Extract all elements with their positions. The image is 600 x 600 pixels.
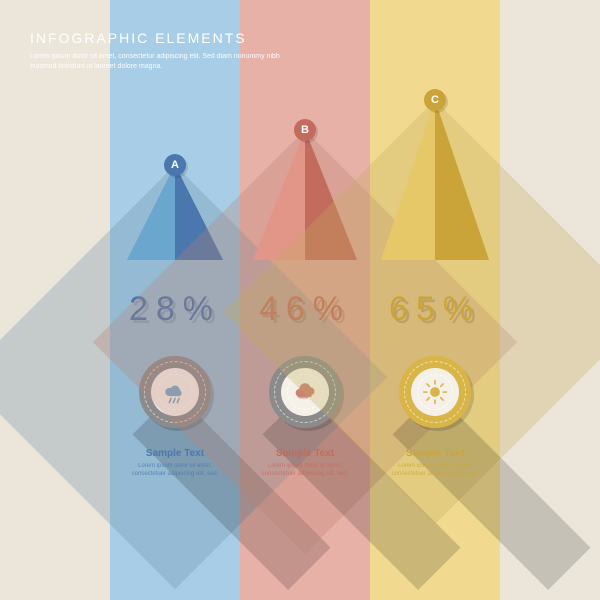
- sun-icon: [411, 368, 459, 416]
- icon-ring-c: [399, 356, 471, 428]
- badge-b: B: [294, 119, 316, 141]
- infographic-canvas: INFOGRAPHIC ELEMENTS Lorem ipsum dolor s…: [0, 0, 600, 600]
- badge-c: C: [424, 89, 446, 111]
- infographic-item-c: C 65% Sample Text Lorem ipsum dolor sit ame…: [370, 0, 500, 600]
- percent-c: 65%: [370, 290, 500, 329]
- caption-body: Lorem ipsum dolor sit amet, consectetuer…: [240, 463, 370, 479]
- caption-b: Sample Text Lorem ipsum dolor sit amet, c…: [240, 448, 370, 479]
- caption-body: Lorem ipsum dolor sit amet, consectetuer…: [370, 463, 500, 479]
- caption-title: Sample Text: [370, 448, 500, 459]
- badge-a: A: [164, 154, 186, 176]
- caption-title: Sample Text: [240, 448, 370, 459]
- caption-c: Sample Text Lorem ipsum dolor sit amet, c…: [370, 448, 500, 479]
